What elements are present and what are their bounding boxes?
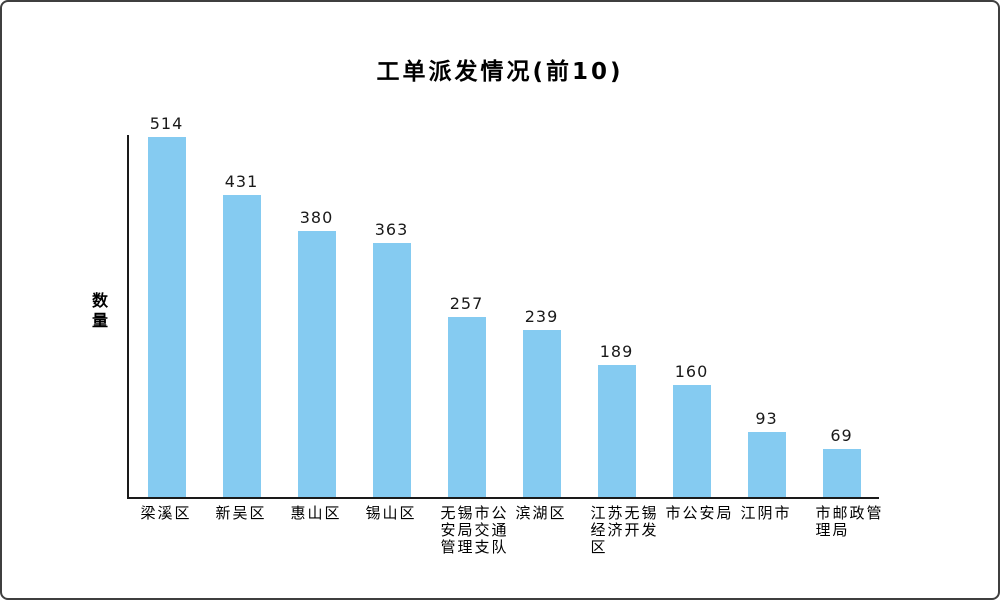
chart-title: 工单派发情况(前10) [376,59,624,85]
x-tick-label: 滨湖区 [515,504,567,522]
x-tick-label: 市公安局 [665,504,734,522]
bar-9 [747,432,786,497]
bar-7 [597,365,636,497]
x-tick-label: 锡山区 [365,504,417,522]
bar-1 [147,137,186,497]
bar-value-label: 160 [674,362,709,381]
y-axis-label: 数量 [89,292,108,332]
plot-area: 514 梁溪区 431 新吴区 380 惠山区 363 锡山区 257 无锡市公安局交通管理支队 2… [127,114,882,556]
bar-6 [522,330,561,497]
x-tick-label: 江苏无锡经济开发区 [590,504,659,556]
bar-10 [822,449,861,497]
bar-value-label: 363 [374,220,409,239]
bar-value-label: 93 [755,409,778,428]
x-tick-label: 无锡市公安局交通管理支队 [440,504,509,556]
bar-value-label: 239 [524,307,559,326]
x-tick-label: 梁溪区 [140,504,192,522]
bar-8 [672,385,711,497]
x-tick-label: 市邮政管理局 [815,504,884,539]
bar-value-label: 380 [299,208,334,227]
bar-3 [297,231,336,497]
bar-value-label: 189 [599,342,634,361]
bar-value-label: 514 [149,114,184,133]
bar-value-label: 431 [224,172,259,191]
bar-4 [372,243,411,497]
x-tick-label: 新吴区 [215,504,267,522]
bar-2 [222,195,261,497]
x-tick-label: 江阴市 [740,504,792,522]
bar-value-label: 257 [449,294,484,313]
x-tick-label: 惠山区 [290,504,342,522]
bar-5 [447,317,486,497]
bar-value-label: 69 [830,426,853,445]
